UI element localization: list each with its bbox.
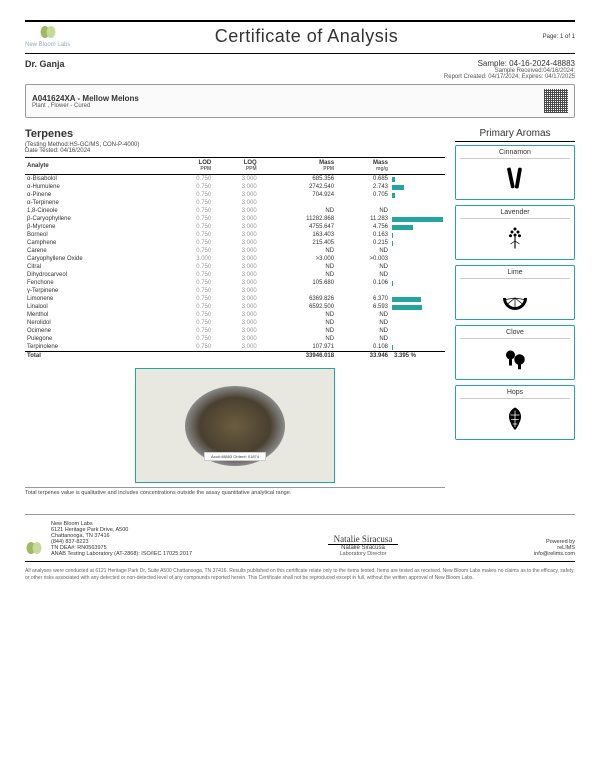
aroma-label: Lime (460, 269, 570, 279)
table-row: Dihydrocarveol0.7503.000NDND (25, 271, 445, 279)
aroma-label: Hops (460, 389, 570, 399)
col-loq: LOQPPM (213, 158, 258, 175)
cinnamon-icon (456, 161, 574, 195)
aroma-box: Lime (455, 265, 575, 320)
signatory-title: Laboratory Director (328, 551, 399, 557)
table-row: α-Terpinene0.7503.000 (25, 199, 445, 207)
table-row: β-Caryophyllene0.7503.00011282.86811.283 (25, 215, 445, 223)
table-row: Fenchone0.7503.000105.6800.106 (25, 279, 445, 287)
table-row: Ocimene0.7503.000NDND (25, 327, 445, 335)
col-mass-mgg: Massmg/g (336, 158, 390, 175)
table-row: γ-Terpinene0.7503.000 (25, 287, 445, 295)
aroma-box: Cinnamon (455, 145, 575, 200)
disclaimer: All analyses were conducted at 6121 Heri… (25, 568, 575, 581)
relims-email: info@relims.com (534, 551, 575, 557)
table-row: Caryophyllene Oxide3.0003.000>3.000>0.00… (25, 255, 445, 263)
photo-label: Acc#:48883 Order#: 01874 (204, 452, 266, 461)
aroma-box: Clove (455, 325, 575, 380)
table-row: Citral0.7503.000NDND (25, 263, 445, 271)
table-row: α-Bisabolol0.7503.000685.3560.685 (25, 175, 445, 184)
aroma-label: Lavender (460, 209, 570, 219)
table-row: β-Myrcene0.7503.0004755.6474.756 (25, 223, 445, 231)
sample-photo: Acc#:48883 Order#: 01874 (135, 368, 335, 483)
table-row: Nerolidol0.7503.000NDND (25, 319, 445, 327)
table-row: Menthol0.7503.000NDND (25, 311, 445, 319)
table-row: Linalool0.7503.0006592.5006.593 (25, 303, 445, 311)
product-code: A041624XA - Mellow Melons (32, 94, 139, 103)
footer-address: New Bloom Labs6121 Heritage Park Drive, … (51, 521, 192, 557)
sample-id: Sample: 04-16-2024-48883 (444, 59, 575, 68)
table-row: α-Pinene0.7503.000704.9240.705 (25, 191, 445, 199)
table-row: Camphene0.7503.000215.4050.215 (25, 239, 445, 247)
col-mass-ppm: MassPPM (259, 158, 336, 175)
table-row: α-Humulene0.7503.0002742.5402.743 (25, 183, 445, 191)
page-number: Page: 1 of 1 (543, 34, 575, 40)
aroma-box: Lavender (455, 205, 575, 260)
table-row: Limonene0.7503.0006369.8266.370 (25, 295, 445, 303)
company-logo: New Bloom Labs (25, 25, 70, 48)
aroma-label: Cinnamon (460, 149, 570, 159)
product-box: A041624XA - Mellow Melons Plant , Flower… (25, 84, 575, 118)
signature: Natalie Siracusa (328, 534, 399, 545)
client-name: Dr. Ganja (25, 59, 65, 80)
aroma-box: Hops (455, 385, 575, 440)
qr-code (544, 89, 568, 113)
aromas-title: Primary Aromas (455, 128, 575, 142)
table-row: Carene0.7503.000NDND (25, 247, 445, 255)
terpenes-table: Analyte LODPPM LOQPPM MassPPM Massmg/g α… (25, 157, 445, 360)
table-row: Pulegone0.7503.000NDND (25, 335, 445, 343)
footer-logo-icon (25, 541, 43, 557)
company-name: New Bloom Labs (25, 42, 70, 48)
table-row: Terpinolene0.7503.000107.9710.108 (25, 343, 445, 352)
product-type: Plant , Flower - Cured (32, 103, 139, 109)
terpenes-title: Terpenes (25, 128, 445, 140)
report-created: Report Created: 04/17/2024; Expires: 04/… (444, 74, 575, 80)
table-row: 1,8-Cineole0.7503.000NDND (25, 207, 445, 215)
col-lod: LODPPM (168, 158, 213, 175)
page-title: Certificate of Analysis (215, 26, 399, 47)
total-row: Total33946.01833.9463.395 % (25, 352, 445, 361)
lime-icon (456, 281, 574, 315)
clove-icon (456, 341, 574, 375)
aroma-label: Clove (460, 329, 570, 339)
lavender-icon (456, 221, 574, 255)
hops-icon (456, 401, 574, 435)
table-row: Borneol0.7503.000163.4030.163 (25, 231, 445, 239)
col-bar (390, 158, 445, 175)
date-tested: Date Tested: 04/16/2024 (25, 148, 445, 154)
footnote: Total terpenes value is qualitative and … (25, 487, 445, 496)
col-analyte: Analyte (25, 158, 168, 175)
